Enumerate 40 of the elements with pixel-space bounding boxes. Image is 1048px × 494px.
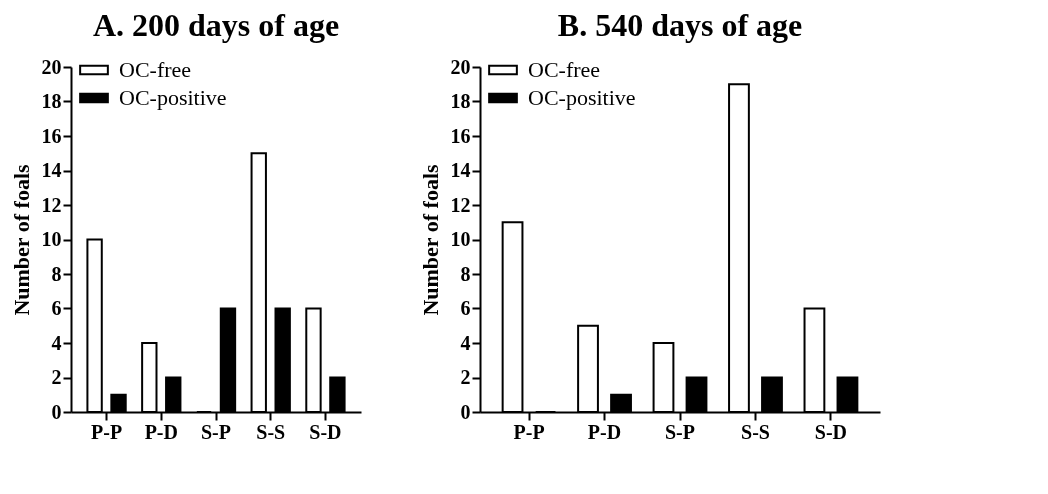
x-tick-label: P-D <box>587 420 622 443</box>
legend-label: OC-positive <box>119 85 227 110</box>
y-tick-label: 12 <box>450 193 471 216</box>
y-tick-label: 4 <box>51 331 62 354</box>
y-tick-label: 20 <box>450 55 471 78</box>
chart-title: A. 200 days of age <box>92 7 340 43</box>
y-tick-label: 2 <box>51 366 62 388</box>
legend-label: OC-free <box>528 57 601 82</box>
y-tick-label: 16 <box>41 124 62 147</box>
y-tick-label: 20 <box>41 55 62 78</box>
chart-title: B. 540 days of age <box>557 7 803 43</box>
y-tick-label: 14 <box>450 159 471 181</box>
legend-label: OC-free <box>119 57 192 82</box>
y-tick-label: 0 <box>460 400 471 423</box>
y-tick-label: 6 <box>51 297 62 319</box>
x-tick-label: S-P <box>201 420 231 443</box>
y-tick-label: 2 <box>460 366 471 388</box>
y-tick-label: 6 <box>460 297 471 319</box>
x-tick-label: P-D <box>144 420 178 443</box>
y-tick-label: 10 <box>41 228 62 250</box>
y-tick-label: 4 <box>460 331 471 354</box>
x-tick-label: P-P <box>91 420 123 443</box>
x-tick-label: P-P <box>513 420 545 443</box>
y-axis-title: Number of foals <box>417 164 443 316</box>
x-tick-label: S-P <box>665 420 695 443</box>
legend-label: OC-positive <box>528 85 636 110</box>
y-tick-label: 10 <box>450 228 471 250</box>
x-tick-label: S-S <box>741 420 770 443</box>
y-axis-title: Number of foals <box>8 164 34 316</box>
y-tick-label: 12 <box>41 193 62 216</box>
x-tick-label: S-D <box>814 420 848 443</box>
y-tick-label: 14 <box>41 159 62 181</box>
y-tick-label: 18 <box>450 90 471 112</box>
y-tick-label: 8 <box>51 262 62 285</box>
y-tick-label: 16 <box>450 124 471 147</box>
x-tick-label: S-D <box>309 420 342 443</box>
x-tick-label: S-S <box>256 420 286 443</box>
y-tick-label: 18 <box>41 90 62 112</box>
y-tick-label: 8 <box>460 262 471 285</box>
y-tick-label: 0 <box>51 400 62 423</box>
